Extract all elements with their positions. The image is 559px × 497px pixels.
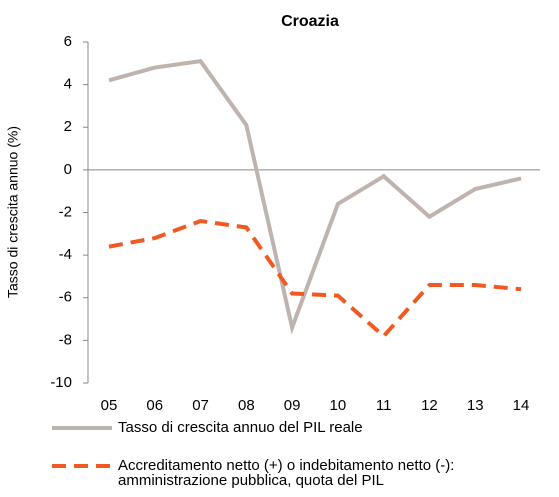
x-tick-label: 11: [376, 397, 392, 414]
y-tick-label: 2: [64, 118, 72, 135]
series-line: [108, 59, 522, 335]
x-tick-label: 13: [467, 397, 484, 414]
y-tick-label: -2: [59, 203, 72, 220]
legend-label: Accreditamento netto (+) o indebitamento…: [118, 457, 454, 489]
y-tick-label: 6: [64, 33, 72, 50]
x-tick-label: 10: [330, 397, 347, 414]
x-tick-label: 14: [513, 397, 530, 414]
y-tick-label: -4: [59, 246, 72, 263]
x-tick-label: 05: [101, 397, 118, 414]
y-tick-label: 0: [64, 161, 72, 178]
y-tick-label: -10: [50, 374, 72, 391]
y-axis-label: Tasso di crescita annuo (%): [5, 126, 21, 298]
legend-label: Tasso di crescita annuo del PIL reale: [118, 419, 363, 436]
x-tick-label: 06: [146, 397, 163, 414]
x-tick-label: 08: [238, 397, 255, 414]
x-tick-label: 09: [284, 397, 301, 414]
x-tick-label: 07: [192, 397, 209, 414]
chart-title: Croazia: [281, 13, 339, 30]
x-tick-label: 12: [421, 397, 438, 414]
y-tick-label: -6: [59, 289, 72, 306]
y-tick-label: -8: [59, 331, 72, 348]
y-tick-label: 4: [64, 76, 72, 93]
series-line: [108, 218, 522, 339]
